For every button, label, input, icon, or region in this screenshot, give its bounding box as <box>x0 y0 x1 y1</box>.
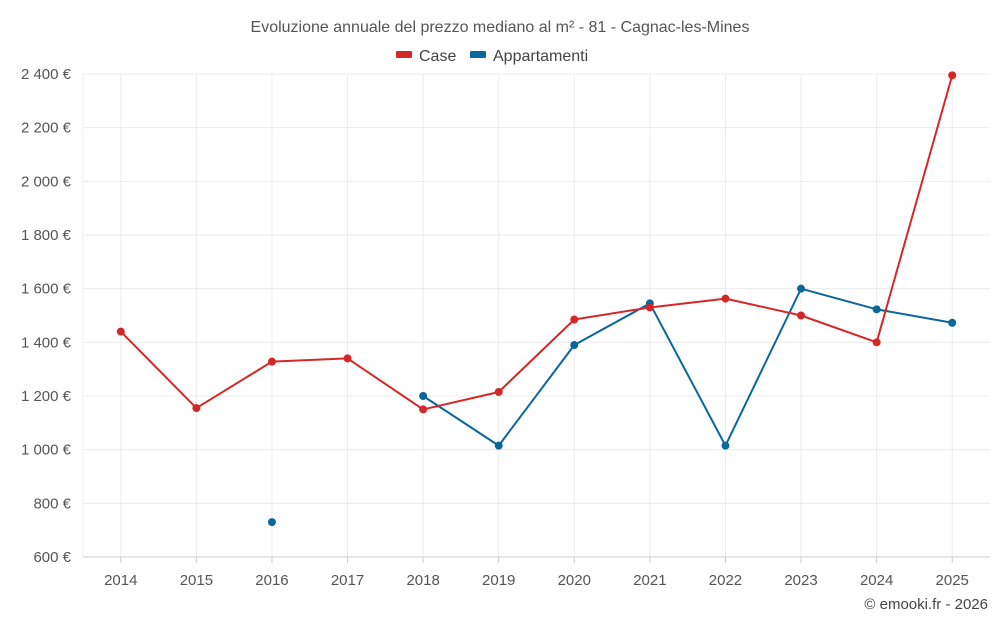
y-tick-label: 1 400 € <box>21 334 72 351</box>
legend[interactable]: Case Appartamenti <box>396 48 588 65</box>
legend-label-appartamenti[interactable]: Appartamenti <box>493 48 588 65</box>
y-tick-label: 2 400 € <box>21 66 72 83</box>
data-point-case[interactable] <box>419 405 428 414</box>
data-point-appartamenti[interactable] <box>419 392 428 400</box>
legend-swatch-appartamenti <box>470 51 486 58</box>
data-point-appartamenti[interactable] <box>872 305 881 314</box>
data-point-appartamenti[interactable] <box>797 284 806 293</box>
x-tick-label: 2022 <box>709 572 742 589</box>
y-tick-label: 1 800 € <box>21 227 72 244</box>
series-layer <box>116 71 957 527</box>
credit: © emooki.fr - 2026 <box>864 596 988 613</box>
x-axis: 2014 2015 2016 2017 2018 2019 2020 2021 2022 2023… <box>83 556 990 589</box>
x-tick-label: 2021 <box>633 572 666 589</box>
x-tick-label: 2016 <box>255 572 288 589</box>
y-tick-label: 600 € <box>33 549 71 566</box>
data-point-appartamenti[interactable] <box>570 341 579 350</box>
data-point-appartamenti[interactable] <box>267 518 276 527</box>
data-point-appartamenti[interactable] <box>494 441 503 450</box>
data-point-case[interactable] <box>797 311 806 320</box>
x-tick-label: 2014 <box>104 572 137 589</box>
y-tick-label: 800 € <box>33 495 71 512</box>
x-tick-label: 2017 <box>331 572 364 589</box>
data-point-case[interactable] <box>645 303 654 312</box>
y-axis: 600 € 800 € 1 000 € 1 200 € 1 400 € 1 600 € 1 … <box>21 66 84 566</box>
data-point-case[interactable] <box>192 404 201 413</box>
data-point-case[interactable] <box>570 315 579 324</box>
data-point-case[interactable] <box>721 294 730 303</box>
x-tick-label: 2023 <box>784 572 817 589</box>
y-tick-label: 1 000 € <box>21 442 72 459</box>
chart-title: Evoluzione annuale del prezzo mediano al… <box>251 19 750 36</box>
data-point-case[interactable] <box>267 357 276 366</box>
x-tick-label: 2015 <box>180 572 213 589</box>
data-point-case[interactable] <box>494 387 503 396</box>
legend-label-case[interactable]: Case <box>419 48 456 65</box>
y-tick-label: 2 200 € <box>21 120 72 137</box>
y-tick-label: 2 000 € <box>21 173 72 190</box>
grid <box>83 73 990 557</box>
y-tick-label: 1 200 € <box>21 388 72 405</box>
x-tick-label: 2018 <box>406 572 439 589</box>
data-point-appartamenti[interactable] <box>721 441 730 450</box>
series-line-case <box>120 75 954 411</box>
data-point-case[interactable] <box>116 327 125 336</box>
series-case <box>116 71 957 414</box>
x-tick-label: 2019 <box>482 572 515 589</box>
series-line-appartamenti <box>422 287 953 447</box>
x-tick-label: 2025 <box>936 572 969 589</box>
data-point-case[interactable] <box>948 71 957 80</box>
legend-swatch-case <box>396 51 412 58</box>
series-appartamenti <box>267 284 957 527</box>
data-point-appartamenti[interactable] <box>948 318 957 327</box>
data-point-case[interactable] <box>343 354 352 363</box>
x-tick-label: 2020 <box>558 572 591 589</box>
data-point-case[interactable] <box>872 338 881 347</box>
y-tick-label: 1 600 € <box>21 281 72 298</box>
x-tick-label: 2024 <box>860 572 893 589</box>
